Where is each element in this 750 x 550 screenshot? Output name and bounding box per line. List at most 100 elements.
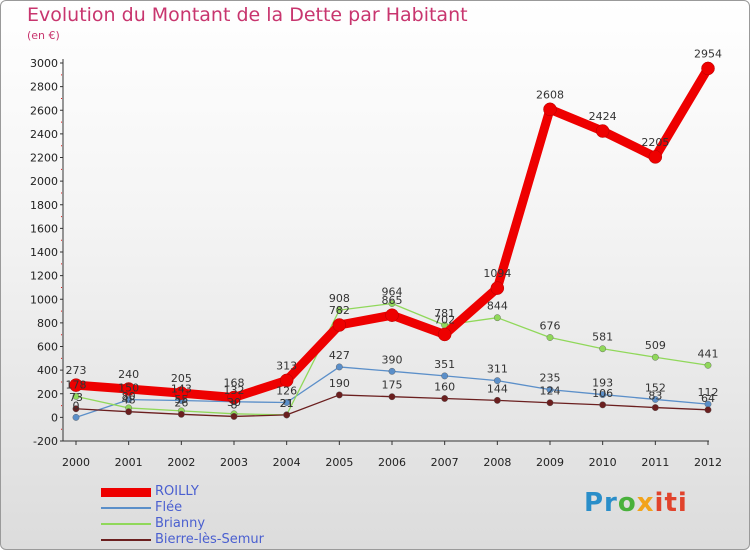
logo-part-2: o xyxy=(617,488,637,518)
data-label: 126 xyxy=(276,384,297,397)
y-tick-label: 600 xyxy=(37,341,58,354)
data-point xyxy=(441,372,449,380)
data-label: 143 xyxy=(171,382,192,395)
data-label: 313 xyxy=(276,359,297,372)
data-label: 205 xyxy=(171,372,192,385)
data-label: 273 xyxy=(66,364,87,377)
data-point xyxy=(388,393,396,401)
data-label: 175 xyxy=(382,379,403,392)
data-label: 48 xyxy=(122,394,136,407)
legend-label: Brianny xyxy=(155,516,206,531)
data-label: 190 xyxy=(329,377,350,390)
legend-swatch xyxy=(101,488,151,497)
data-point xyxy=(69,378,83,392)
legend-label: Bierre-lès-Semur xyxy=(155,532,264,547)
data-label: 193 xyxy=(592,377,613,390)
data-label: 844 xyxy=(487,300,508,313)
data-point xyxy=(332,318,347,332)
data-label: 55 xyxy=(174,393,188,406)
data-label: 427 xyxy=(329,349,350,362)
data-label: 1094 xyxy=(483,267,511,280)
data-point xyxy=(177,410,185,418)
data-label: 132 xyxy=(224,384,245,397)
data-point xyxy=(704,406,712,414)
legend-item: Flée xyxy=(101,500,321,516)
data-label: 311 xyxy=(487,363,508,376)
data-label: 581 xyxy=(592,331,613,344)
y-tick-label: 0 xyxy=(51,411,58,424)
data-point xyxy=(385,308,399,322)
legend-swatch xyxy=(101,507,151,509)
y-tick-label: 2600 xyxy=(30,104,58,117)
y-tick-label: 800 xyxy=(37,317,58,330)
data-label: 144 xyxy=(487,382,508,395)
chart-subtitle: (en €) xyxy=(27,29,60,42)
x-tick-label: 2005 xyxy=(325,456,353,469)
y-tick-label: 1800 xyxy=(30,199,58,212)
y-tick-label: 1400 xyxy=(30,246,58,259)
legend-swatch xyxy=(101,539,151,541)
data-point xyxy=(174,386,189,400)
x-tick-label: 2009 xyxy=(536,456,564,469)
x-tick-label: 2008 xyxy=(483,456,511,469)
y-tick-label: 1000 xyxy=(30,293,58,306)
data-point xyxy=(493,377,501,385)
y-tick-label: 2400 xyxy=(30,128,58,141)
data-label: 178 xyxy=(66,378,87,391)
data-point xyxy=(704,361,712,369)
data-point xyxy=(437,327,452,342)
data-label: 8 xyxy=(231,398,238,411)
data-label: 865 xyxy=(382,294,403,307)
legend-item: Brianny xyxy=(101,516,321,532)
data-point xyxy=(125,396,133,404)
data-label: 2205 xyxy=(641,136,669,149)
y-tick-label: 400 xyxy=(37,364,58,377)
data-point xyxy=(701,61,715,76)
data-label: 26 xyxy=(174,396,188,409)
data-label: 2424 xyxy=(589,110,617,123)
data-label: 240 xyxy=(118,368,139,381)
data-point xyxy=(599,391,607,398)
proxiti-logo: Proxiti xyxy=(584,488,688,518)
data-point xyxy=(388,300,396,307)
logo-part-3: x xyxy=(636,488,655,518)
data-label: 390 xyxy=(382,353,403,366)
data-point xyxy=(493,314,501,322)
data-label: 73 xyxy=(69,391,83,404)
data-point xyxy=(72,405,80,413)
data-label: 80 xyxy=(122,390,136,403)
data-label: 150 xyxy=(118,382,139,395)
data-label: 441 xyxy=(698,347,719,360)
logo-part-4: iti xyxy=(654,488,688,518)
data-label: 781 xyxy=(434,307,455,320)
data-point xyxy=(595,124,610,138)
data-point xyxy=(335,391,343,399)
data-point xyxy=(490,281,505,295)
data-label: 152 xyxy=(645,381,666,394)
data-point xyxy=(283,411,291,419)
data-label: 0 xyxy=(73,399,80,412)
data-point xyxy=(121,382,136,396)
data-point xyxy=(648,150,663,164)
data-point xyxy=(599,345,607,353)
data-point xyxy=(493,396,501,404)
data-point xyxy=(125,408,133,416)
data-label: 30 xyxy=(227,396,241,409)
data-point xyxy=(283,399,291,406)
y-tick-label: 1600 xyxy=(30,222,58,235)
data-point xyxy=(546,399,554,407)
data-point xyxy=(651,353,659,361)
x-tick-label: 2006 xyxy=(378,456,406,469)
data-label: 782 xyxy=(329,304,350,317)
legend-swatch xyxy=(101,523,151,525)
x-tick-label: 2011 xyxy=(641,456,669,469)
x-tick-label: 2007 xyxy=(431,456,459,469)
data-label: 964 xyxy=(382,286,403,299)
y-tick-label: 2800 xyxy=(30,81,58,94)
data-label: 124 xyxy=(540,385,561,398)
legend-label: Flée xyxy=(155,500,183,515)
data-label: 908 xyxy=(329,292,350,305)
data-point xyxy=(651,404,659,411)
x-tick-label: 2002 xyxy=(167,456,195,469)
data-label: 106 xyxy=(592,387,613,400)
